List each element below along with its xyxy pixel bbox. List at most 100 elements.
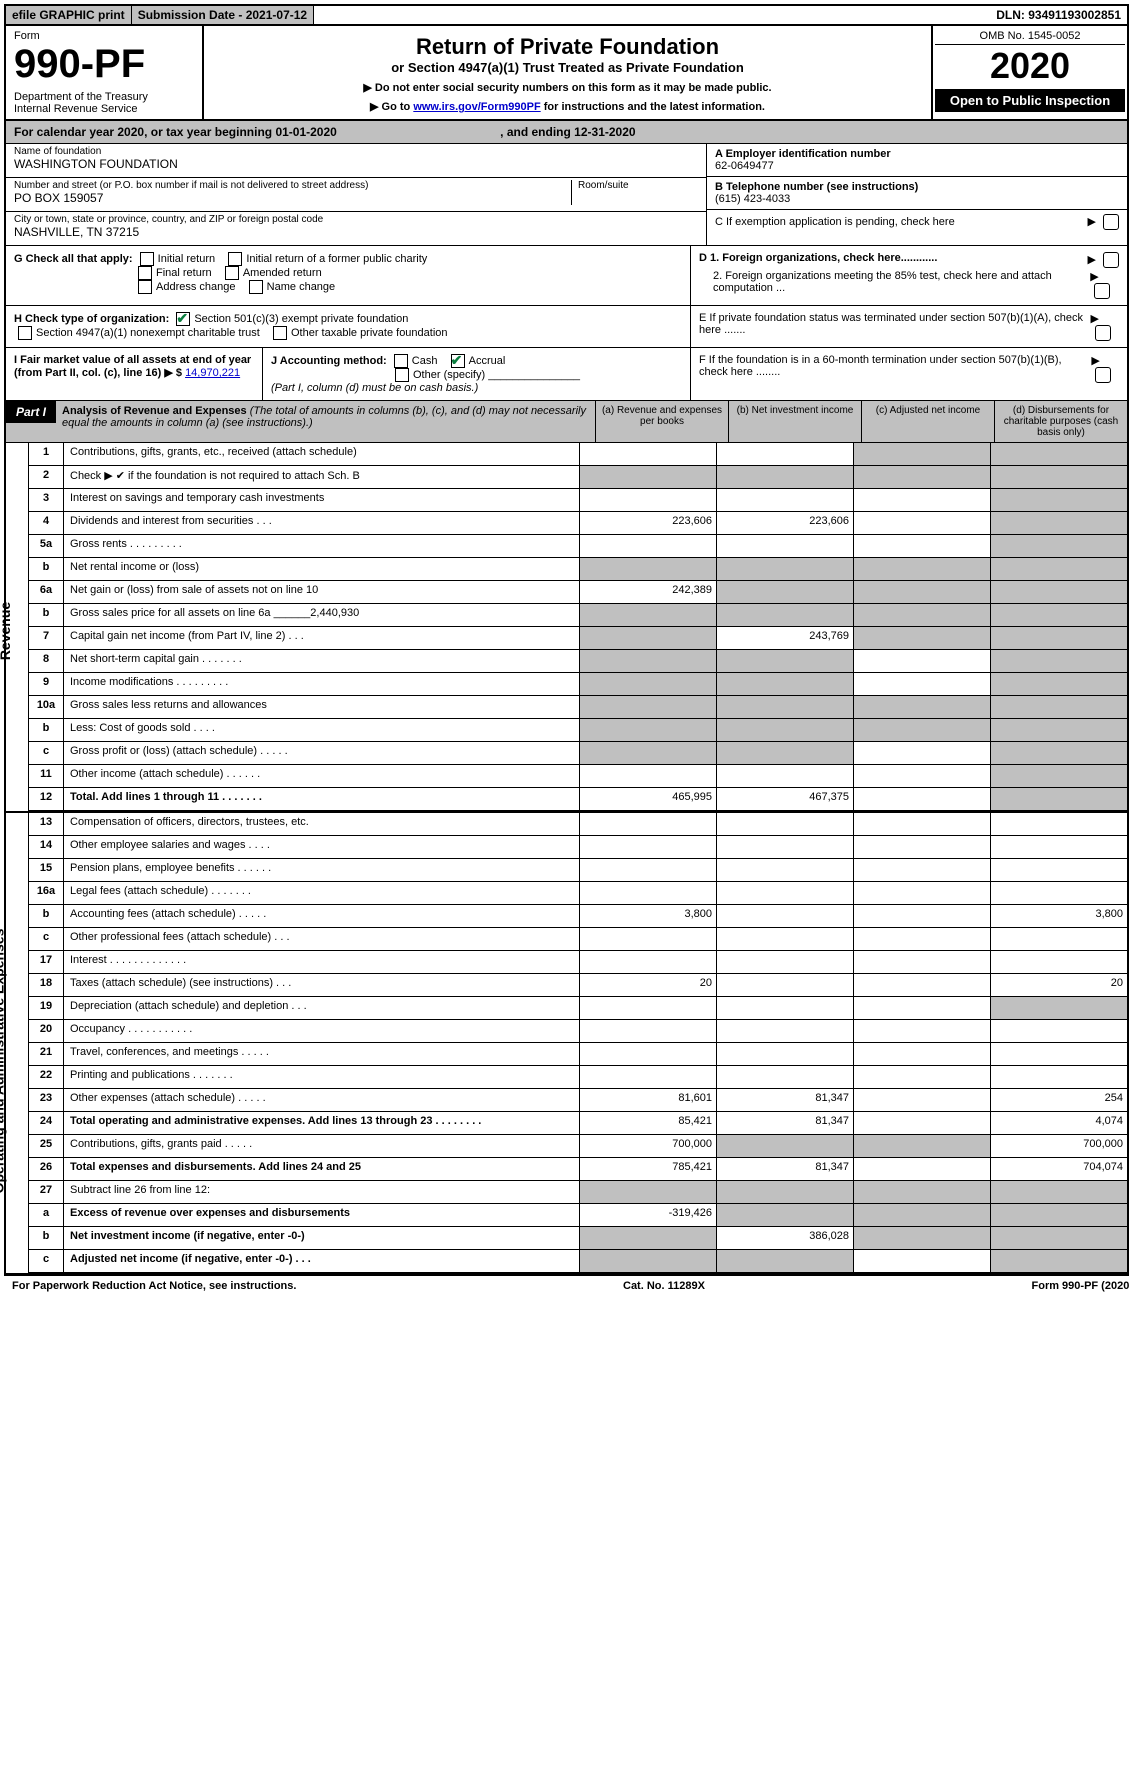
cell [990, 765, 1127, 787]
cell [853, 788, 990, 810]
cell [990, 719, 1127, 741]
cell [853, 1181, 990, 1203]
efile-label[interactable]: efile GRAPHIC print [6, 6, 132, 24]
cell [853, 627, 990, 649]
c-checkbox[interactable] [1103, 214, 1119, 230]
row-number: 23 [29, 1089, 64, 1111]
other-taxable-check[interactable] [273, 326, 287, 340]
final-return-check[interactable] [138, 266, 152, 280]
fmv-link[interactable]: 14,970,221 [185, 367, 240, 379]
cell: 81,347 [716, 1112, 853, 1134]
row-number: a [29, 1204, 64, 1226]
amended-return-check[interactable] [225, 266, 239, 280]
row-number: 26 [29, 1158, 64, 1180]
row-desc: Other professional fees (attach schedule… [64, 928, 579, 950]
row-desc: Gross sales less returns and allowances [64, 696, 579, 718]
cell: 4,074 [990, 1112, 1127, 1134]
cell [579, 742, 716, 764]
cell [716, 719, 853, 741]
cell [990, 512, 1127, 534]
row-number: 3 [29, 489, 64, 511]
table-row: 24Total operating and administrative exp… [29, 1112, 1127, 1135]
cell [716, 997, 853, 1019]
cell [716, 859, 853, 881]
cell [853, 466, 990, 488]
header-mid: Return of Private Foundation or Section … [204, 26, 933, 119]
other-method-check[interactable] [395, 368, 409, 382]
cell: 81,347 [716, 1158, 853, 1180]
revenue-section: Revenue 1Contributions, gifts, grants, e… [6, 443, 1127, 811]
cell [716, 1020, 853, 1042]
address-change-check[interactable] [138, 280, 152, 294]
row-number: 10a [29, 696, 64, 718]
topbar: efile GRAPHIC print Submission Date - 20… [6, 6, 1127, 26]
tel-row: B Telephone number (see instructions) (6… [707, 177, 1127, 210]
d1-checkbox[interactable] [1103, 252, 1119, 268]
cell [579, 466, 716, 488]
i-block: I Fair market value of all assets at end… [6, 348, 263, 400]
f-checkbox[interactable] [1095, 367, 1111, 383]
cell [853, 1089, 990, 1111]
row-desc: Total expenses and disbursements. Add li… [64, 1158, 579, 1180]
d-checks: D 1. Foreign organizations, check here..… [691, 246, 1127, 305]
row-desc: Other income (attach schedule) . . . . .… [64, 765, 579, 787]
cell [579, 696, 716, 718]
cell [990, 443, 1127, 465]
d2-checkbox[interactable] [1094, 283, 1110, 299]
table-row: 11Other income (attach schedule) . . . .… [29, 765, 1127, 788]
cell [716, 1135, 853, 1157]
address-row: Number and street (or P.O. box number if… [6, 178, 706, 212]
table-row: 22Printing and publications . . . . . . … [29, 1066, 1127, 1089]
cell: 700,000 [990, 1135, 1127, 1157]
omb: OMB No. 1545-0052 [935, 28, 1125, 45]
cell [853, 997, 990, 1019]
page-footer: For Paperwork Reduction Act Notice, see … [4, 1275, 1129, 1296]
foundation-name: Name of foundation WASHINGTON FOUNDATION [6, 144, 706, 178]
cell [853, 742, 990, 764]
form-link[interactable]: www.irs.gov/Form990PF [413, 101, 540, 113]
h-checks: H Check type of organization: Section 50… [6, 306, 691, 347]
name-change-check[interactable] [249, 280, 263, 294]
cell: -319,426 [579, 1204, 716, 1226]
table-row: 5aGross rents . . . . . . . . . [29, 535, 1127, 558]
e-checkbox[interactable] [1095, 325, 1111, 341]
cell [579, 535, 716, 557]
cell [853, 535, 990, 557]
accrual-check[interactable] [451, 354, 465, 368]
cell [990, 1066, 1127, 1088]
initial-return-check[interactable] [140, 252, 154, 266]
cell [853, 765, 990, 787]
row-desc: Net short-term capital gain . . . . . . … [64, 650, 579, 672]
row-desc: Dividends and interest from securities .… [64, 512, 579, 534]
cell [579, 836, 716, 858]
cell [853, 928, 990, 950]
row-number: c [29, 742, 64, 764]
col-d-header: (d) Disbursements for charitable purpose… [994, 401, 1127, 442]
cell [990, 1020, 1127, 1042]
row-number: b [29, 558, 64, 580]
cell [853, 1204, 990, 1226]
form-label: Form [14, 30, 194, 42]
table-row: 25Contributions, gifts, grants paid . . … [29, 1135, 1127, 1158]
part1-title: Analysis of Revenue and Expenses (The to… [56, 401, 595, 442]
cell [990, 558, 1127, 580]
row-desc: Less: Cost of goods sold . . . . [64, 719, 579, 741]
cell [990, 997, 1127, 1019]
cell [990, 928, 1127, 950]
initial-former-check[interactable] [228, 252, 242, 266]
form-990pf-page: efile GRAPHIC print Submission Date - 20… [4, 4, 1129, 1275]
table-row: 26Total expenses and disbursements. Add … [29, 1158, 1127, 1181]
check-section-gd: G Check all that apply: Initial return I… [6, 246, 1127, 306]
501c3-check[interactable] [176, 312, 190, 326]
4947-check[interactable] [18, 326, 32, 340]
g-checks: G Check all that apply: Initial return I… [6, 246, 691, 305]
cell [853, 512, 990, 534]
cell: 81,347 [716, 1089, 853, 1111]
table-row: 15Pension plans, employee benefits . . .… [29, 859, 1127, 882]
table-row: cGross profit or (loss) (attach schedule… [29, 742, 1127, 765]
cash-check[interactable] [394, 354, 408, 368]
cell [990, 859, 1127, 881]
cell [853, 974, 990, 996]
cell [853, 1020, 990, 1042]
row-number: 7 [29, 627, 64, 649]
